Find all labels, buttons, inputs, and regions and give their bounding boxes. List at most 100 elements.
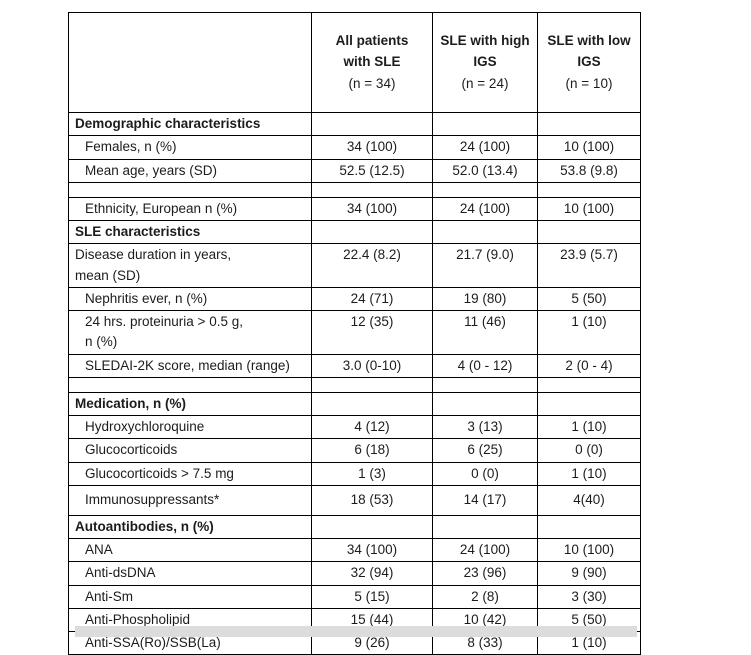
- column-title: SLE with high IGS: [440, 33, 530, 69]
- cell-value: 3.0 (0-10): [311, 353, 433, 378]
- cell-value: 4(40): [537, 484, 641, 516]
- cell-value: 2 (8): [432, 584, 538, 609]
- cell-empty: [311, 111, 433, 137]
- cell-value: 52.5 (12.5): [311, 158, 433, 183]
- cell-value: 23 (96): [432, 561, 538, 586]
- column-header-high-igs: SLE with high IGS (n = 24): [432, 12, 538, 113]
- cell-value: 5 (15): [311, 584, 433, 609]
- table-row: Glucocorticoids 6 (18) 6 (25) 0 (0): [68, 438, 641, 463]
- cell-empty: [537, 181, 641, 198]
- section-label: SLE characteristics: [68, 219, 312, 245]
- row-label: SLEDAI-2K score, median (range): [68, 353, 312, 378]
- cell-value: 0 (0): [537, 438, 641, 463]
- cell-value: 53.8 (9.8): [537, 158, 641, 183]
- table-row: Glucocorticoids > 7.5 mg 1 (3) 0 (0) 1 (…: [68, 461, 641, 486]
- cell-value: 6 (25): [432, 438, 538, 463]
- cell-value: 32 (94): [311, 561, 433, 586]
- row-label: Anti-Sm: [68, 584, 312, 609]
- cell-value: 3 (30): [537, 584, 641, 609]
- table-row: Ethnicity, European n (%) 34 (100) 24 (1…: [68, 196, 641, 222]
- cell-empty: [537, 219, 641, 245]
- cell-value: 1 (3): [311, 461, 433, 486]
- column-header-low-igs: SLE with low IGS (n = 10): [537, 12, 641, 113]
- table-header-row: All patients with SLE (n = 34) SLE with …: [68, 12, 641, 113]
- section-label: Autoantibodies, n (%): [68, 514, 312, 540]
- cell-empty: [432, 181, 538, 198]
- column-title: SLE with low IGS: [547, 33, 631, 69]
- table-row: Hydroxychloroquine 4 (12) 3 (13) 1 (10): [68, 414, 641, 440]
- row-label: Glucocorticoids: [68, 438, 312, 463]
- cell-value: 52.0 (13.4): [432, 158, 538, 183]
- column-n: (n = 10): [565, 75, 613, 91]
- section-row: SLE characteristics: [68, 219, 641, 245]
- row-label: Anti-dsDNA: [68, 561, 312, 586]
- section-row: Demographic characteristics: [68, 111, 641, 137]
- cell-empty: [68, 181, 312, 198]
- row-label: Disease duration in years, mean (SD): [68, 243, 312, 288]
- column-header-all-patients: All patients with SLE (n = 34): [311, 12, 433, 113]
- column-title: All patients with SLE: [335, 33, 409, 69]
- cell-empty: [432, 514, 538, 540]
- cell-value: 0 (0): [432, 461, 538, 486]
- section-row: Medication, n (%): [68, 391, 641, 417]
- cell-value: 10 (100): [537, 135, 641, 160]
- cell-value: 34 (100): [311, 135, 433, 160]
- cell-value: 22.4 (8.2): [311, 243, 433, 288]
- spacer-row: [68, 376, 641, 393]
- row-label: Nephritis ever, n (%): [68, 286, 312, 312]
- cell-value: 34 (100): [311, 537, 433, 563]
- cell-value: 9 (90): [537, 561, 641, 586]
- corner-cell: [68, 12, 312, 113]
- cell-value: 11 (46): [432, 310, 538, 355]
- table-row: Anti-Sm 5 (15) 2 (8) 3 (30): [68, 584, 641, 609]
- cell-value: 18 (53): [311, 484, 433, 516]
- cell-value: 3 (13): [432, 414, 538, 440]
- cell-empty: [537, 111, 641, 137]
- row-label: Glucocorticoids > 7.5 mg: [68, 461, 312, 486]
- cell-value: 10 (100): [537, 537, 641, 563]
- cell-empty: [311, 376, 433, 393]
- cell-value: 24 (100): [432, 537, 538, 563]
- table-row: ANA 34 (100) 24 (100) 10 (100): [68, 537, 641, 563]
- row-label: Ethnicity, European n (%): [68, 196, 312, 222]
- table-row: Disease duration in years, mean (SD) 22.…: [68, 243, 641, 288]
- cell-value: 24 (100): [432, 196, 538, 222]
- cell-value: 1 (10): [537, 461, 641, 486]
- cell-value: 5 (50): [537, 286, 641, 312]
- table-row: Nephritis ever, n (%) 24 (71) 19 (80) 5 …: [68, 286, 641, 312]
- table-row: Immunosuppressants* 18 (53) 14 (17) 4(40…: [68, 484, 641, 516]
- cell-value: 24 (71): [311, 286, 433, 312]
- cell-value: 12 (35): [311, 310, 433, 355]
- row-label: Immunosuppressants*: [68, 484, 312, 516]
- patient-characteristics-table-wrap: All patients with SLE (n = 34) SLE with …: [68, 12, 641, 655]
- cell-value: 10 (100): [537, 196, 641, 222]
- cell-value: 4 (12): [311, 414, 433, 440]
- cell-empty: [537, 514, 641, 540]
- column-n: (n = 34): [348, 75, 396, 91]
- table-row: 24 hrs. proteinuria > 0.5 g, n (%) 12 (3…: [68, 310, 641, 355]
- table-row: Anti-dsDNA 32 (94) 23 (96) 9 (90): [68, 561, 641, 586]
- cell-empty: [537, 376, 641, 393]
- cell-value: 1 (10): [537, 310, 641, 355]
- table-row: SLEDAI-2K score, median (range) 3.0 (0-1…: [68, 353, 641, 378]
- cell-value: 4 (0 - 12): [432, 353, 538, 378]
- cell-empty: [537, 391, 641, 417]
- row-label: Mean age, years (SD): [68, 158, 312, 183]
- cell-value: 2 (0 - 4): [537, 353, 641, 378]
- table-row: Females, n (%) 34 (100) 24 (100) 10 (100…: [68, 135, 641, 160]
- cell-empty: [311, 181, 433, 198]
- column-n: (n = 24): [461, 75, 509, 91]
- row-label: ANA: [68, 537, 312, 563]
- cell-value: 21.7 (9.0): [432, 243, 538, 288]
- cell-empty: [311, 219, 433, 245]
- row-label: 24 hrs. proteinuria > 0.5 g, n (%): [68, 310, 312, 355]
- spacer-row: [68, 181, 641, 198]
- section-row: Autoantibodies, n (%): [68, 514, 641, 540]
- cell-empty: [432, 376, 538, 393]
- cell-value: 34 (100): [311, 196, 433, 222]
- page-bottom-strip: [75, 626, 637, 637]
- cell-value: 24 (100): [432, 135, 538, 160]
- row-label: Hydroxychloroquine: [68, 414, 312, 440]
- section-label: Medication, n (%): [68, 391, 312, 417]
- cell-empty: [311, 391, 433, 417]
